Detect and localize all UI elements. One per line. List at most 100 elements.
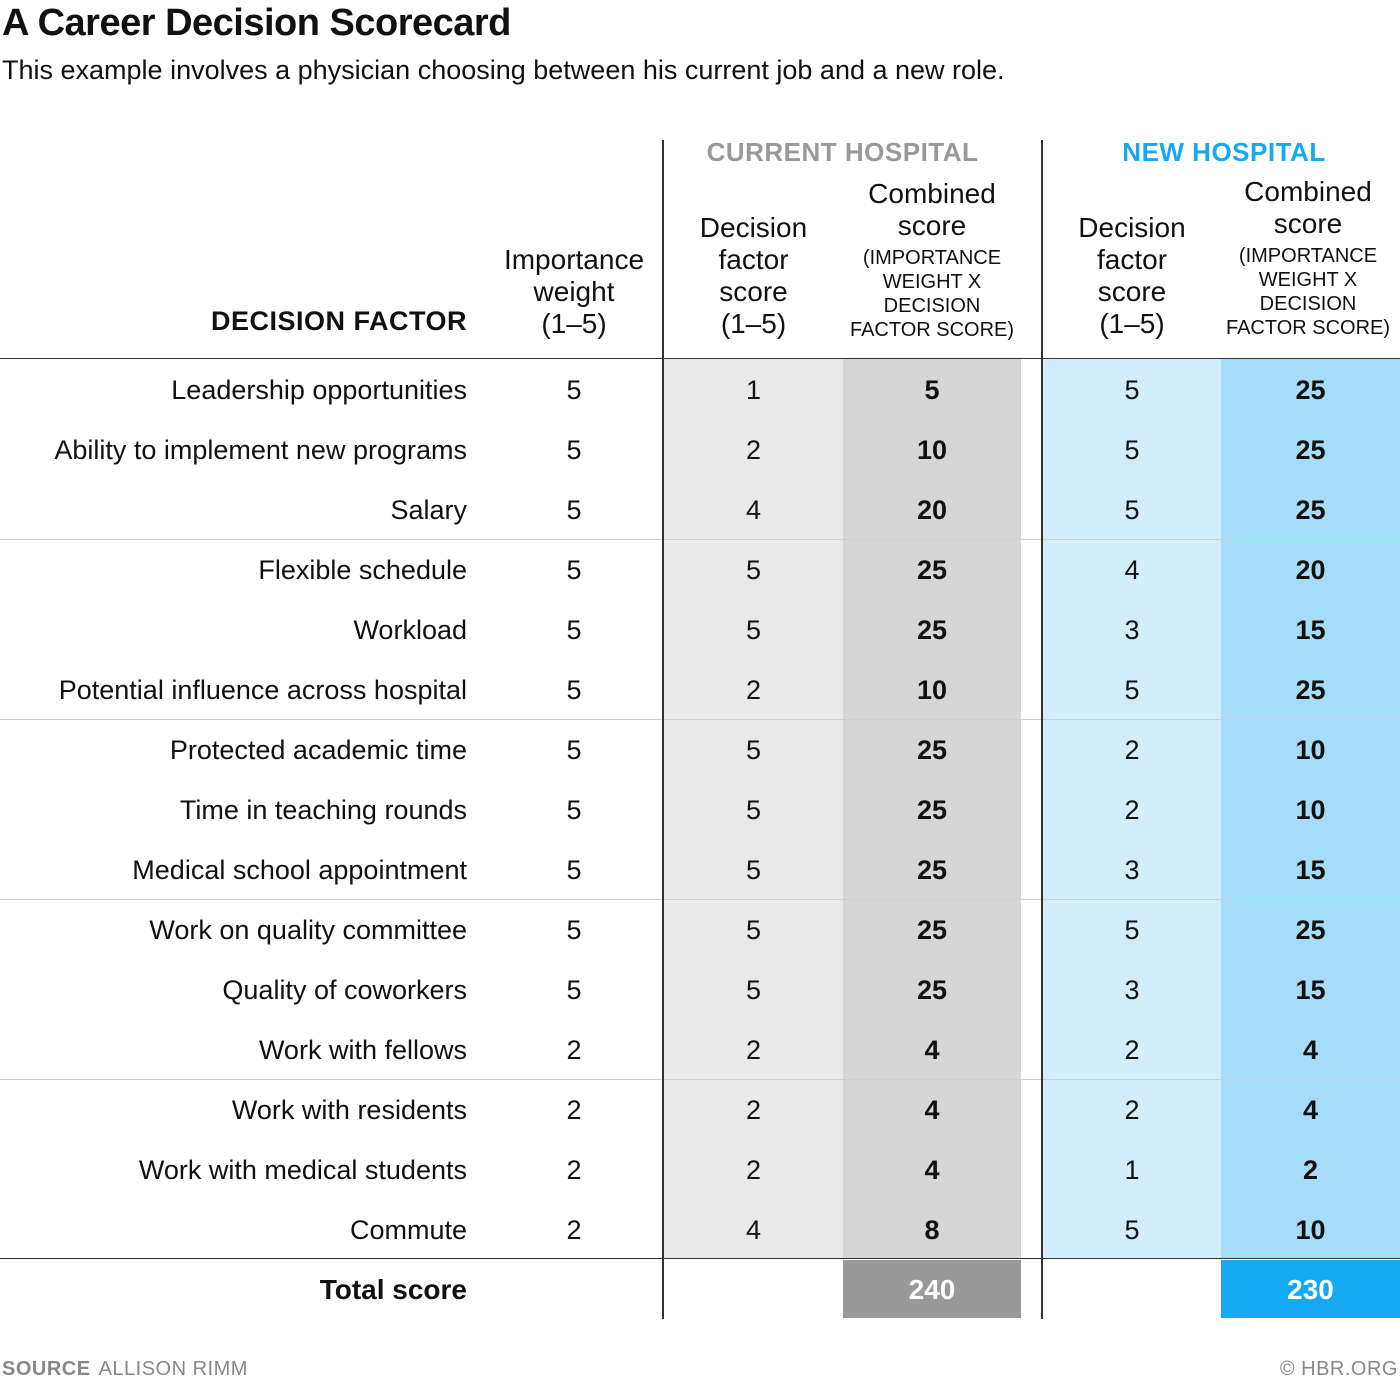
- new-factor-score-cell: 2: [1124, 795, 1140, 825]
- importance-weight-cell: 2: [566, 1155, 582, 1185]
- importance-weight-cell: 5: [566, 855, 582, 885]
- new-factor-score-cell: 1: [1124, 1155, 1140, 1185]
- new-factor-score-cell: 5: [1124, 1215, 1140, 1245]
- decision-factor-label: Medical school appointment: [132, 855, 467, 885]
- current-factor-score-header: Decision factor score (1–5): [664, 212, 843, 340]
- new-combined-score-cell: 20: [1295, 555, 1326, 585]
- combined-sub: (IMPORTANCE WEIGHT X DECISION FACTOR SCO…: [1216, 244, 1400, 340]
- current-combined-score-cell: 25: [916, 735, 948, 765]
- header-rule: [0, 358, 1400, 359]
- new-hospital-header: NEW HOSPITAL: [1122, 137, 1326, 167]
- combined-sub-line-2: WEIGHT X: [1258, 269, 1358, 291]
- importance-weight-cell: 5: [566, 435, 582, 465]
- importance-weight-cell: 2: [566, 1035, 582, 1065]
- current-combined-score-cell: 8: [924, 1215, 940, 1245]
- current-combined-score-cell: 20: [916, 495, 948, 525]
- current-divider: [662, 140, 664, 1319]
- new-combined-score-cell: 4: [1302, 1035, 1319, 1065]
- combined-sub-line-4: FACTOR SCORE): [849, 319, 1015, 341]
- new-combined-score-cell: 25: [1295, 495, 1326, 525]
- current-factor-score-cell: 2: [745, 1035, 762, 1065]
- total-score-label: Total score: [319, 1274, 467, 1305]
- importance-header-line-3: (1–5): [541, 308, 607, 339]
- current-factor-score-cell: 4: [745, 1215, 762, 1245]
- current-factor-score-cell: 5: [745, 735, 762, 765]
- combined-line-2: score: [897, 210, 967, 241]
- copyright-credit: © HBR.ORG: [1279, 1358, 1398, 1380]
- current-factor-score-cell: 4: [745, 495, 762, 525]
- importance-weight-cell: 5: [566, 555, 582, 585]
- combined-sub-line-2: WEIGHT X: [882, 271, 982, 293]
- current-factor-score-cell: 2: [745, 675, 762, 705]
- current-factor-score-cell: 1: [745, 375, 762, 405]
- new-score-band: [1043, 359, 1221, 1259]
- new-combined-band: [1221, 359, 1400, 1259]
- new-factor-score-cell: 2: [1124, 1095, 1140, 1125]
- group-rule: [0, 1079, 1400, 1080]
- decision-factor-label: Flexible schedule: [258, 555, 467, 585]
- combined-sub-line-3: DECISION: [1259, 293, 1357, 315]
- current-factor-score-cell: 5: [745, 555, 762, 585]
- current-hospital-header: CURRENT HOSPITAL: [706, 137, 979, 167]
- new-factor-score-cell: 3: [1124, 975, 1140, 1005]
- new-combined-score-cell: 15: [1295, 855, 1326, 885]
- current-combined-score-cell: 10: [916, 435, 948, 465]
- decision-factor-label: Workload: [353, 615, 467, 645]
- factor-score-line-2: factor: [718, 244, 789, 275]
- new-combined-score-cell: 15: [1295, 975, 1326, 1005]
- source-note: SOURCE ALLISON RIMM: [2, 1358, 248, 1381]
- decision-factor-label: Time in teaching rounds: [179, 795, 467, 825]
- factor-score-line-3: score: [719, 276, 788, 307]
- current-combined-score-cell: 25: [916, 555, 948, 585]
- current-factor-score-cell: 5: [745, 855, 762, 885]
- current-factor-score-cell: 5: [745, 975, 762, 1005]
- new-combined-score-cell: 2: [1302, 1155, 1319, 1185]
- new-combined-score-cell: 25: [1295, 375, 1326, 405]
- chart-title: A Career Decision Scorecard: [2, 2, 511, 44]
- chart-subtitle: This example involves a physician choosi…: [2, 55, 1005, 85]
- importance-weight-cell: 5: [566, 915, 582, 945]
- new-factor-score-cell: 3: [1124, 615, 1140, 645]
- current-combined-score-cell: 4: [924, 1095, 940, 1125]
- current-combined-score-cell: 4: [924, 1155, 940, 1185]
- combined-sub-line-1: (IMPORTANCE: [1238, 245, 1378, 267]
- new-factor-score-cell: 2: [1124, 1035, 1140, 1065]
- decision-factor-header: DECISION FACTOR: [210, 306, 467, 336]
- decision-factor-label: Protected academic time: [169, 735, 467, 765]
- combined-sub-line-1: (IMPORTANCE: [862, 247, 1002, 269]
- new-total-score: 230: [1221, 1260, 1400, 1318]
- current-factor-score-cell: 2: [745, 1095, 762, 1125]
- group-rule: [0, 539, 1400, 540]
- current-total-score: 240: [843, 1260, 1021, 1318]
- new-factor-score-cell: 5: [1124, 375, 1140, 405]
- importance-weight-cell: 5: [566, 615, 582, 645]
- combined-sub: (IMPORTANCE WEIGHT X DECISION FACTOR SCO…: [836, 246, 1028, 342]
- source-label: SOURCE: [2, 1358, 91, 1380]
- decision-factor-label: Work on quality committee: [149, 915, 467, 945]
- decision-factor-label: Leadership opportunities: [171, 375, 467, 405]
- current-combined-score-cell: 25: [916, 975, 948, 1005]
- combined-sub-line-4: FACTOR SCORE): [1225, 317, 1391, 339]
- combined-line-1: Combined: [1244, 176, 1372, 207]
- importance-weight-cell: 5: [566, 495, 582, 525]
- importance-weight-cell: 5: [566, 375, 582, 405]
- factor-score-line-4: (1–5): [720, 308, 787, 339]
- combined-line-2: score: [1273, 208, 1343, 239]
- current-factor-score-cell: 5: [745, 915, 762, 945]
- importance-weight-cell: 5: [566, 675, 582, 705]
- new-factor-score-cell: 3: [1124, 855, 1140, 885]
- importance-weight-cell: 2: [566, 1095, 582, 1125]
- factor-score-line-4: (1–5): [1099, 308, 1165, 339]
- current-combined-header: Combined score (IMPORTANCE WEIGHT X DECI…: [836, 178, 1028, 342]
- new-combined-score-cell: 25: [1295, 435, 1326, 465]
- factor-score-line-1: Decision: [699, 212, 808, 243]
- new-factor-score-header: Decision factor score (1–5): [1043, 212, 1221, 340]
- current-combined-score-cell: 25: [916, 855, 948, 885]
- new-combined-score-cell: 4: [1302, 1095, 1319, 1125]
- new-factor-score-cell: 5: [1124, 495, 1140, 525]
- importance-weight-cell: 5: [566, 975, 582, 1005]
- new-factor-score-cell: 4: [1124, 555, 1140, 585]
- importance-header-line-2: weight: [533, 276, 615, 307]
- combined-sub-line-3: DECISION: [883, 295, 981, 317]
- new-factor-score-cell: 2: [1124, 735, 1140, 765]
